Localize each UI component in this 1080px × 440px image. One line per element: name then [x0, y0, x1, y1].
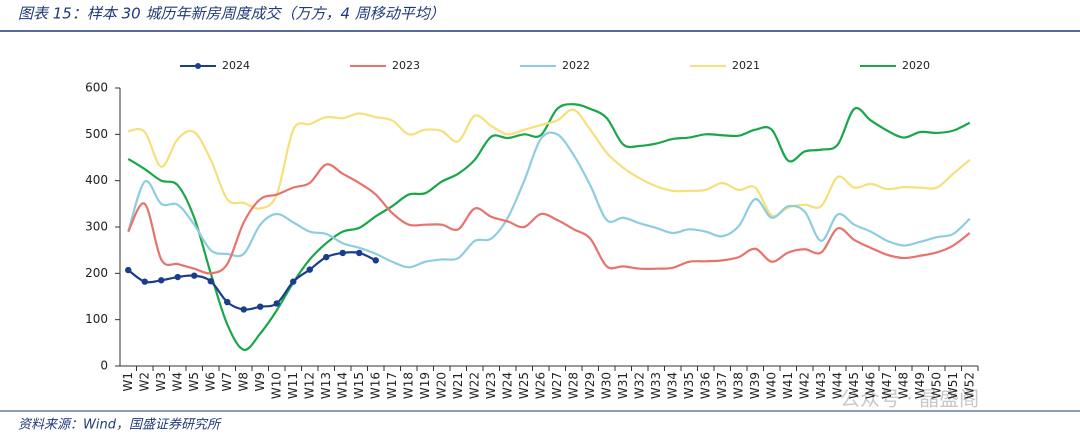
x-tick-label: W9 [253, 372, 267, 392]
x-tick-label: W1 [121, 372, 135, 392]
x-tick-label: W33 [649, 372, 663, 399]
point [224, 298, 231, 306]
x-tick-label: W50 [929, 372, 943, 399]
x-tick-label: W32 [632, 372, 646, 399]
series-line [127, 131, 971, 269]
point [257, 303, 264, 310]
y-tick-label: 400 [85, 173, 108, 187]
source: 资料来源：Wind，国盛证券研究所 [18, 417, 222, 433]
x-tick-label: W10 [269, 372, 283, 399]
legend-label: 2021 [732, 59, 760, 72]
y-tick-label: 300 [85, 220, 108, 234]
x-tick-label: W30 [599, 372, 613, 399]
y-tick-label: 600 [85, 81, 108, 95]
series-line [127, 103, 971, 351]
y-tick-label: 500 [85, 127, 108, 141]
series-line [127, 251, 377, 311]
x-tick-label: W40 [764, 372, 778, 399]
watermark: 公众号 · 晶盛阁 [840, 387, 979, 411]
x-tick-label: W26 [533, 372, 547, 399]
point [290, 278, 297, 285]
point [125, 266, 132, 274]
series-line [128, 108, 971, 218]
point [240, 306, 247, 313]
x-tick-label: W22 [467, 372, 481, 399]
point [207, 278, 214, 285]
x-tick-label: W52 [962, 372, 976, 399]
point [372, 257, 379, 264]
x-tick-label: W17 [385, 372, 399, 399]
x-tick-label: W2 [137, 372, 151, 392]
x-tick-label: W38 [731, 372, 745, 399]
x-tick-label: W44 [830, 372, 844, 399]
x-tick-label: W45 [847, 372, 861, 399]
point [273, 300, 280, 307]
x-tick-label: W14 [335, 372, 349, 399]
point [306, 266, 313, 273]
point [323, 253, 330, 261]
x-tick-label: W27 [550, 372, 564, 399]
x-tick-label: W47 [880, 372, 894, 399]
x-tick-label: W37 [715, 372, 729, 399]
x-tick-label: W19 [418, 372, 432, 399]
x-tick-label: W31 [616, 372, 630, 399]
x-tick-label: W6 [203, 372, 217, 392]
legend-label: 2020 [902, 59, 930, 72]
chart-title: 图表 15：样本 30 城历年新房周度成交（万方，4 周移动平均） [18, 5, 445, 23]
x-tick-label: W28 [566, 372, 580, 399]
x-tick-label: W42 [797, 372, 811, 399]
x-tick-label: W24 [500, 372, 514, 399]
x-tick-label: W41 [781, 372, 795, 399]
x-tick-label: W11 [286, 372, 300, 399]
x-tick-label: W18 [401, 372, 415, 399]
x-tick-label: W48 [896, 372, 910, 399]
x-tick-label: W46 [863, 372, 877, 399]
x-tick-label: W13 [319, 372, 333, 399]
point [174, 273, 181, 281]
point [191, 272, 198, 279]
x-tick-label: W51 [946, 372, 960, 399]
x-tick-label: W29 [583, 372, 597, 399]
y-tick-label: 0 [100, 359, 108, 373]
point [339, 249, 346, 257]
x-tick-label: W23 [484, 372, 498, 399]
x-tick-label: W15 [352, 372, 366, 399]
x-tick-label: W4 [170, 372, 184, 392]
point [158, 277, 165, 284]
x-tick-label: W7 [220, 372, 234, 392]
x-tick-label: W16 [368, 372, 382, 399]
legend-label: 2023 [392, 59, 420, 72]
legend-marker [195, 63, 201, 69]
x-tick-label: W12 [302, 372, 316, 399]
x-tick-label: W43 [814, 372, 828, 399]
point [141, 278, 148, 285]
legend-label: 2022 [562, 59, 590, 72]
y-tick-label: 100 [85, 312, 108, 326]
x-tick-label: W36 [698, 372, 712, 399]
y-tick-label: 200 [85, 266, 108, 280]
x-tick-label: W20 [434, 372, 448, 399]
x-tick-label: W34 [665, 372, 679, 399]
series-line [127, 163, 971, 275]
x-tick-label: W35 [682, 372, 696, 399]
x-tick-label: W21 [451, 372, 465, 399]
point [356, 249, 363, 257]
x-tick-label: W8 [236, 372, 250, 392]
x-tick-label: W49 [913, 372, 927, 399]
x-tick-label: W5 [187, 372, 201, 392]
x-tick-label: W39 [748, 372, 762, 399]
x-tick-label: W25 [517, 372, 531, 399]
x-tick-label: W3 [154, 372, 168, 392]
legend-label: 2024 [222, 59, 250, 72]
